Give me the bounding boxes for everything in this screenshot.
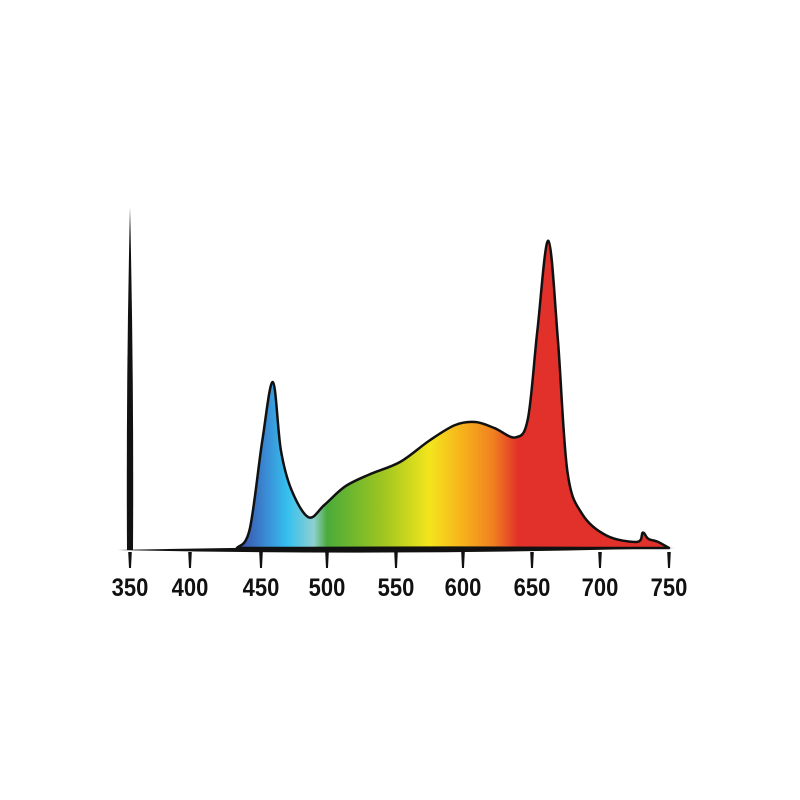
x-tick-label: 750 <box>651 574 688 602</box>
x-tick-mark <box>325 552 329 568</box>
x-tick-mark <box>259 552 263 568</box>
x-tick-mark <box>667 552 671 568</box>
x-tick-label: 600 <box>445 574 482 602</box>
y-axis-line <box>126 207 134 550</box>
x-tick-label: 500 <box>309 574 346 602</box>
x-tick-mark <box>461 552 465 568</box>
x-tick-mark <box>188 552 192 568</box>
spectrum-area <box>235 239 671 550</box>
x-tick-label: 700 <box>582 574 619 602</box>
x-tick-mark <box>394 552 398 568</box>
x-tick-label: 400 <box>172 574 209 602</box>
x-tick-label: 350 <box>112 574 149 602</box>
x-axis-line <box>118 546 675 553</box>
x-tick-mark <box>598 552 602 568</box>
x-tick-mark <box>128 552 132 568</box>
x-tick-label: 550 <box>378 574 415 602</box>
x-tick-label: 450 <box>243 574 280 602</box>
x-tick-mark <box>530 552 534 568</box>
x-tick-label: 650 <box>514 574 551 602</box>
